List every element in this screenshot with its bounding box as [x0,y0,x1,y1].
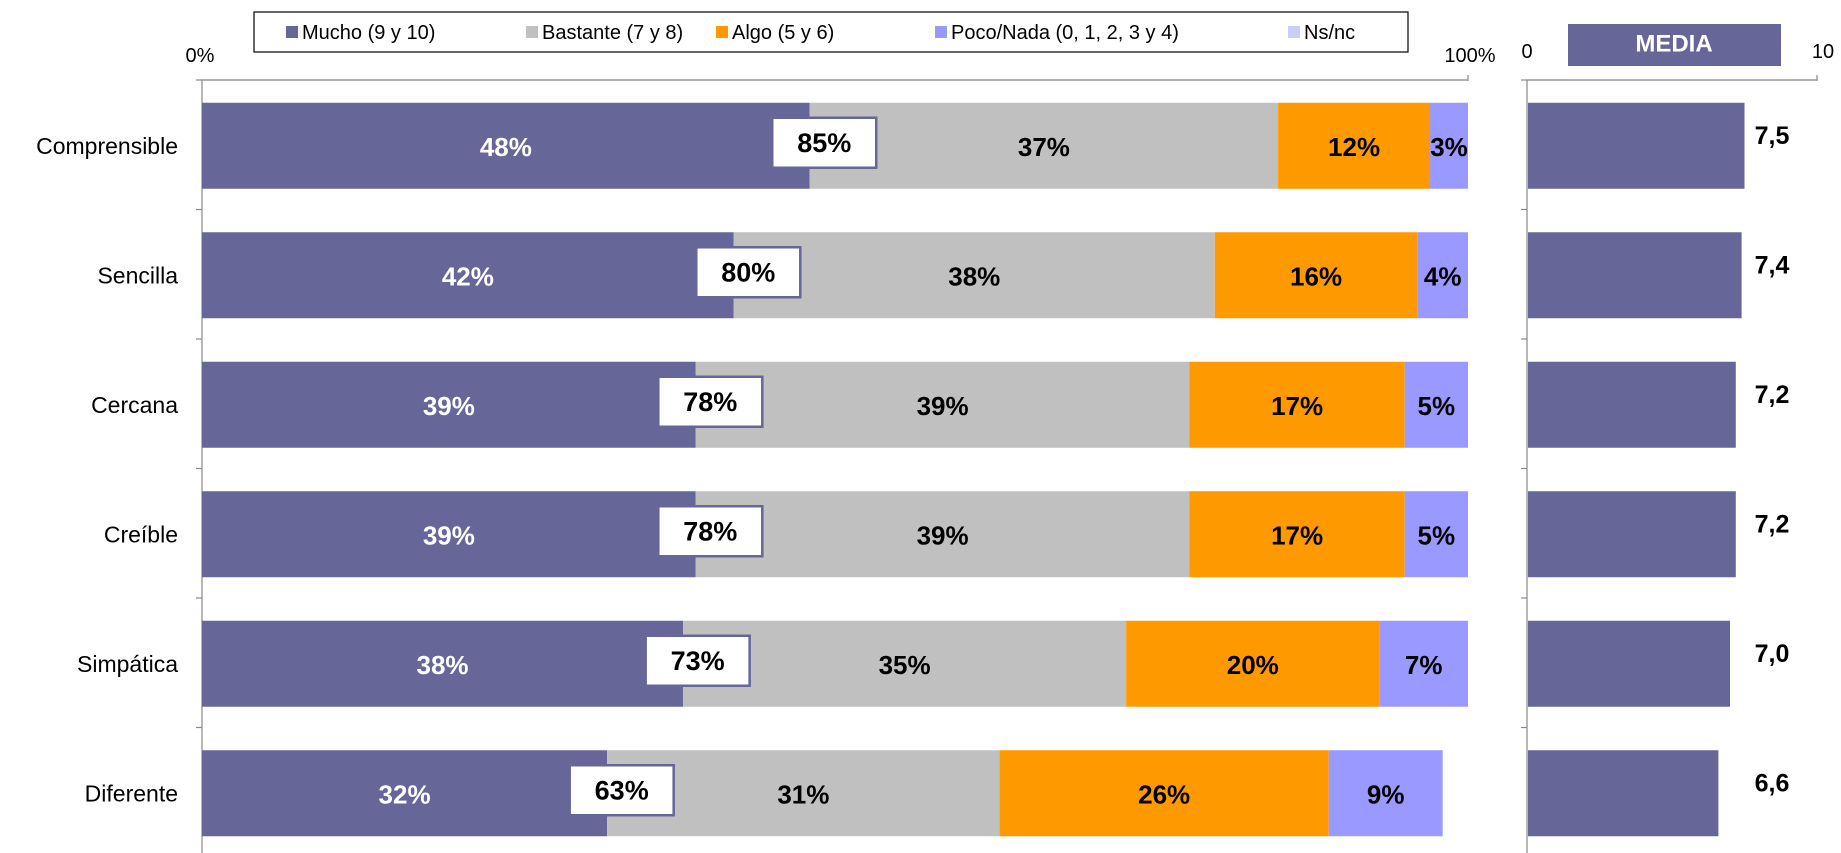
media-value-label: 7,5 [1755,122,1790,150]
bar-data-label: 39% [423,520,475,550]
media-bar [1528,620,1730,707]
media-bar [1528,102,1745,189]
main-axis-min-label: 0% [186,45,215,67]
bar-data-label: 31% [777,779,829,809]
bar-data-label: 35% [879,650,931,680]
legend-swatch [1288,26,1300,38]
bar-segment [202,750,608,837]
bar-data-label: 32% [379,779,431,809]
total-label: 78% [683,387,737,417]
bar-segment [202,361,696,448]
bar-segment [1404,491,1468,578]
bar-data-label: 39% [423,391,475,421]
main-axis-max-label: 100% [1444,45,1495,67]
total-box [644,634,751,687]
bar-data-label: 5% [1418,520,1456,550]
legend-label: Bastante (7 y 8) [542,22,683,44]
total-label: 78% [683,516,737,546]
bar-segment [1126,620,1380,707]
media-value-label: 6,6 [1755,769,1790,797]
category-label: Simpática [77,651,178,677]
legend-swatch [526,26,538,38]
bar-data-label: 42% [442,261,494,291]
bar-data-label: 39% [917,520,969,550]
bar-data-label: 3% [1430,132,1468,162]
bar-segment [1278,102,1431,189]
bar-segment [1328,750,1443,837]
bar-segment [683,620,1127,707]
bar-data-label: 20% [1227,650,1279,680]
bar-data-label: 17% [1271,391,1323,421]
category-label: Comprensible [36,133,178,159]
media-bar [1528,750,1719,837]
bar-segment [1214,232,1418,319]
media-value-label: 7,4 [1755,251,1790,279]
bar-data-label: 48% [480,132,532,162]
bar-segment [202,620,684,707]
total-label: 73% [671,646,725,676]
media-value-label: 7,2 [1755,510,1790,538]
bar-data-label: 38% [948,261,1000,291]
media-bar [1528,361,1736,448]
bar-data-label: 7% [1405,650,1443,680]
bar-segment [202,102,810,189]
category-label: Creíble [104,521,178,547]
total-box [568,764,675,817]
bar-segment [1430,102,1468,189]
total-box [657,375,764,428]
total-box [695,246,802,299]
bar-segment [1404,361,1468,448]
category-label: Sencilla [97,262,178,288]
bar-data-label: 38% [417,650,469,680]
bar-data-label: 12% [1328,132,1380,162]
bar-segment [695,491,1190,578]
legend-label: Mucho (9 y 10) [302,22,435,44]
media-title: MEDIA [1635,31,1712,58]
total-box [657,505,764,558]
total-label: 80% [721,257,775,287]
bar-data-label: 26% [1138,779,1190,809]
bar-data-label: 9% [1367,779,1405,809]
category-label: Cercana [91,392,178,418]
media-axis-min-label: 0 [1521,41,1532,63]
bar-data-label: 39% [917,391,969,421]
legend-label: Ns/nc [1304,22,1355,44]
bar-segment [695,361,1190,448]
legend-swatch [716,26,728,38]
bar-segment [202,232,734,319]
media-title-box [1568,24,1781,66]
bar-segment [999,750,1329,837]
bar-data-label: 37% [1018,132,1070,162]
category-label: Diferente [85,780,178,806]
bar-data-label: 4% [1424,261,1462,291]
total-box [770,116,878,169]
bar-segment [809,102,1279,189]
legend-box [253,11,1409,53]
bar-segment [1189,491,1405,578]
bar-data-label: 17% [1271,520,1323,550]
media-value-label: 7,0 [1755,640,1790,668]
bar-segment [1379,620,1468,707]
total-label: 63% [595,775,649,805]
legend-swatch [286,26,298,38]
legend-swatch [935,26,947,38]
media-bar [1528,491,1736,578]
bar-segment [202,491,696,578]
bar-segment [1417,232,1468,319]
bar-segment [1189,361,1405,448]
media-bar [1528,232,1742,319]
media-axis-max-label: 10 [1812,41,1834,63]
legend-label: Algo (5 y 6) [732,22,834,44]
legend-label: Poco/Nada (0, 1, 2, 3 y 4) [951,22,1179,44]
bar-data-label: 16% [1290,261,1342,291]
media-value-label: 7,2 [1755,381,1790,409]
bar-segment [733,232,1215,319]
bar-data-label: 5% [1418,391,1456,421]
total-label: 85% [797,128,851,158]
